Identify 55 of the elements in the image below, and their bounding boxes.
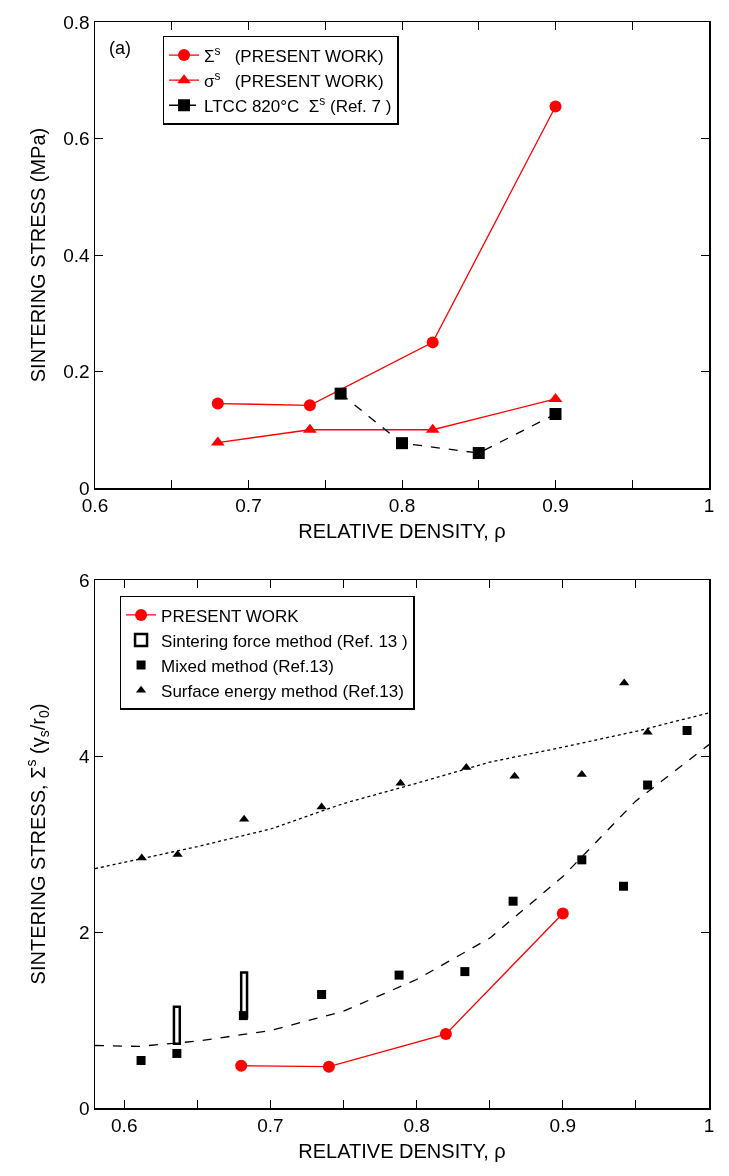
point <box>619 678 630 686</box>
point <box>549 408 562 421</box>
point <box>211 397 224 410</box>
point <box>682 725 692 735</box>
point <box>334 387 347 400</box>
point <box>618 881 628 891</box>
legend-label: Σ$^{s}$ (PRESENT WORK) <box>204 43 384 66</box>
point <box>508 896 518 906</box>
x-axis-title: RELATIVE DENSITY, ρ <box>298 1139 506 1162</box>
point <box>303 399 316 412</box>
point <box>322 1060 335 1073</box>
y-tick-label: 6 <box>79 569 90 591</box>
legend-label: Sintering force method (Ref. 13 ) <box>161 631 408 651</box>
x-tick-label: 0.8 <box>388 495 416 517</box>
point <box>172 1048 182 1058</box>
x-tick-label: 0.7 <box>235 495 262 517</box>
point <box>395 778 406 786</box>
x-tick-label: 0.7 <box>257 1115 284 1137</box>
y-tick-label: 2 <box>79 921 90 943</box>
legend-label: PRESENT WORK <box>161 606 300 626</box>
point <box>238 1011 248 1021</box>
point <box>396 437 408 450</box>
annotation: (a) <box>109 38 131 58</box>
x-tick-label: 0.9 <box>542 495 569 517</box>
point <box>643 780 653 790</box>
point <box>461 762 472 770</box>
point <box>549 100 562 113</box>
point <box>136 1055 146 1065</box>
point <box>460 967 470 977</box>
x-tick-label: 1 <box>703 1115 715 1137</box>
point <box>577 855 587 865</box>
point <box>426 336 439 349</box>
legend-label: LTCC 820°C Σ$^{s}$ (Ref. 7 ) <box>204 93 392 116</box>
y-tick-label: 0.8 <box>63 11 90 33</box>
legend-label: σ$^{s}$ (PRESENT WORK) <box>204 68 384 91</box>
point <box>472 447 485 460</box>
y-tick-label: 0 <box>79 477 90 499</box>
point <box>235 1059 248 1072</box>
legend-label: Mixed method (Ref.13) <box>161 656 334 676</box>
x-tick-label: 0.8 <box>403 1115 430 1137</box>
x-tick-label: 0.6 <box>111 1115 138 1137</box>
y-tick-label: 0 <box>79 1097 90 1119</box>
point <box>394 970 404 980</box>
x-tick-label: 1 <box>703 495 715 517</box>
point <box>556 907 569 920</box>
y-tick-label: 4 <box>79 745 91 767</box>
point <box>317 989 327 999</box>
y-axis-title: SINTERING STRESS (MPa) <box>26 127 49 383</box>
y-tick-label: 0.2 <box>63 361 90 383</box>
x-axis-title: RELATIVE DENSITY, ρ <box>298 519 506 542</box>
y-tick-label: 0.6 <box>63 128 90 150</box>
x-tick-label: 0.9 <box>549 1115 577 1137</box>
point <box>439 1028 452 1041</box>
y-tick-label: 0.4 <box>63 244 91 266</box>
legend-label: Surface energy method (Ref.13) <box>161 681 404 701</box>
